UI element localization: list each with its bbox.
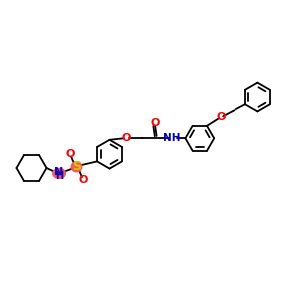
Ellipse shape	[53, 168, 65, 178]
Text: O: O	[65, 148, 75, 159]
Text: O: O	[121, 133, 131, 143]
Text: H: H	[55, 171, 63, 181]
Text: NH: NH	[164, 133, 181, 143]
Text: N: N	[55, 167, 64, 177]
Text: O: O	[216, 112, 226, 122]
Text: S: S	[72, 160, 81, 173]
Text: O: O	[150, 118, 160, 128]
Text: O: O	[78, 175, 88, 185]
Ellipse shape	[71, 162, 82, 172]
